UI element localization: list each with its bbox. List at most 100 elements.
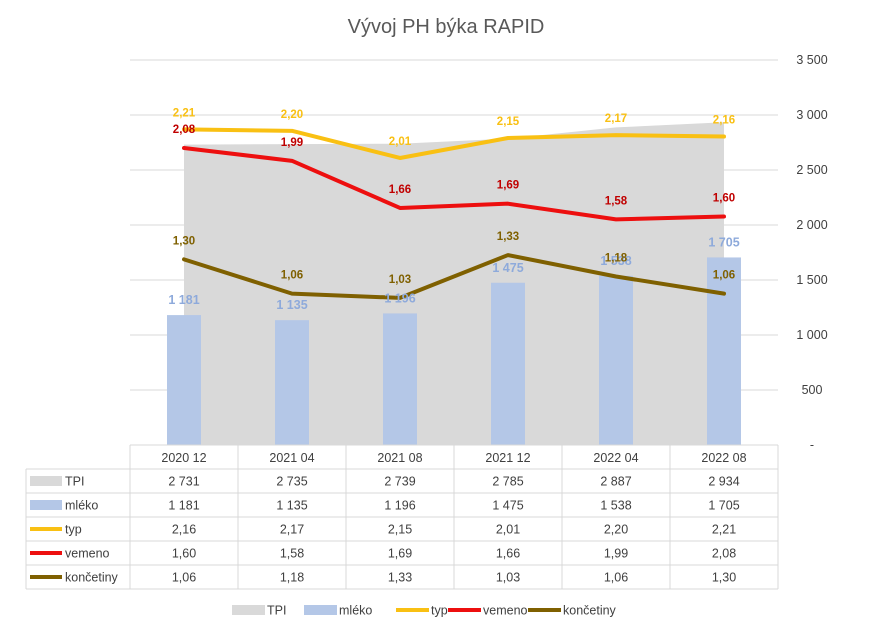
category-label: 2022 08: [701, 451, 746, 465]
končetiny-data-label: 1,03: [389, 274, 411, 286]
tpi-area-shape: [184, 122, 724, 445]
milk-bars: [167, 257, 741, 445]
table-cell: 1 181: [168, 499, 199, 513]
milk-data-label: 1 196: [384, 291, 415, 305]
končetiny-data-label: 1,33: [497, 231, 519, 243]
table-cell: 1,99: [604, 547, 628, 561]
table-cell: 1,03: [496, 571, 520, 585]
table-row-label: končetiny: [65, 571, 119, 585]
table-cell: 2,20: [604, 523, 628, 537]
milk-bar: [275, 320, 309, 445]
table-row-label: TPI: [65, 475, 84, 489]
milk-bar: [167, 315, 201, 445]
končetiny-data-label: 1,06: [713, 270, 735, 282]
table-cell: 2,08: [712, 547, 736, 561]
line-typ: [182, 127, 726, 160]
table-cell: 1,69: [388, 547, 412, 561]
category-label: 2021 12: [485, 451, 530, 465]
table-cell: 1 475: [492, 499, 523, 513]
legend-key-TPI: [232, 605, 265, 615]
data-labels: 1 181 1 135 1 196 1 475 1 538 1 705 2,21 2,20 2,…: [168, 107, 739, 312]
milk-data-label: 1 538: [600, 254, 631, 268]
legend-label: typ: [431, 604, 448, 618]
milk-data-label: 1 181: [168, 293, 199, 307]
vemeno-data-label: 1,60: [713, 193, 735, 205]
typ-data-label: 2,20: [281, 109, 303, 121]
table-row-label: vemeno: [65, 547, 110, 561]
y-tick-label: 3 000: [796, 108, 827, 122]
typ-data-label: 2,01: [389, 136, 412, 148]
vemeno-data-label: 1,69: [497, 180, 519, 192]
category-label: 2021 08: [377, 451, 422, 465]
table-cell: 1,06: [172, 571, 196, 585]
y-tick-label: 2 500: [796, 163, 827, 177]
table-cell: 2,16: [172, 523, 196, 537]
table-cell: 2,17: [280, 523, 304, 537]
chart-title: Vývoj PH býka RAPID: [348, 16, 545, 38]
table-cell: 1 135: [276, 499, 307, 513]
typ-data-label: 2,21: [173, 107, 196, 119]
table-cell: 2,21: [712, 523, 736, 537]
milk-bar: [599, 275, 633, 445]
category-label: 2022 04: [593, 451, 638, 465]
trait-lines: [182, 127, 726, 300]
legend-label: mléko: [339, 604, 372, 618]
line-končetiny: [182, 253, 726, 300]
table-row-label: mléko: [65, 499, 98, 513]
category-label: 2020 12: [161, 451, 206, 465]
y-tick-label: 2 000: [796, 218, 827, 232]
table-cell: 1,60: [172, 547, 196, 561]
table-cell: 2 735: [276, 475, 307, 489]
category-label: 2021 04: [269, 451, 314, 465]
table-cell: 2 934: [708, 475, 739, 489]
končetiny-data-label: 1,18: [605, 252, 628, 264]
legend-label: končetiny: [563, 604, 617, 618]
table-cell: 1,33: [388, 571, 412, 585]
table-cell: 2,01: [496, 523, 520, 537]
legend-label: TPI: [267, 604, 286, 618]
legend-label: vemeno: [483, 604, 528, 618]
table-cell: 1 705: [708, 499, 739, 513]
table-cell: 1,58: [280, 547, 304, 561]
vemeno-data-label: 1,58: [605, 195, 628, 207]
milk-data-label: 1 135: [276, 298, 307, 312]
y-tick-label: 1 500: [796, 273, 827, 287]
line-vemeno: [182, 145, 726, 222]
milk-data-label: 1 475: [492, 261, 523, 275]
y-tick-label: 500: [802, 383, 823, 397]
right-axis: 3 500 3 000 2 500 2 000 1 500 1 000 500 -: [796, 53, 827, 452]
legend: TPI mléko typ vemeno končetiny: [232, 604, 617, 618]
table-cell: 2 731: [168, 475, 199, 489]
table-cell: 1,30: [712, 571, 736, 585]
vemeno-data-label: 2,08: [173, 124, 196, 136]
milk-bar: [491, 282, 525, 445]
končetiny-data-label: 1,30: [173, 235, 195, 247]
table-cell: 1 538: [600, 499, 631, 513]
table-cell: 1,66: [496, 547, 520, 561]
milk-bar: [383, 313, 417, 445]
vemeno-data-label: 1,66: [389, 184, 411, 196]
typ-data-label: 2,15: [497, 116, 520, 128]
data-table: 2020 12 2021 04 2021 08 2021 12 2022 04 2022 …: [25, 444, 779, 590]
table-row-label: typ: [65, 523, 82, 537]
table-cell: 1,18: [280, 571, 304, 585]
legend-key-mléko: [304, 605, 337, 615]
table-key-TPI: [30, 476, 62, 486]
milk-bar: [707, 257, 741, 445]
table-cell: 2 785: [492, 475, 523, 489]
table-key-mléko: [30, 500, 62, 510]
y-tick-label: -: [810, 438, 814, 452]
končetiny-data-label: 1,06: [281, 270, 303, 282]
y-tick-label: 3 500: [796, 53, 827, 67]
table-cell: 2 887: [600, 475, 631, 489]
y-tick-label: 1 000: [796, 328, 827, 342]
milk-data-label: 1 705: [708, 235, 739, 249]
tpi-area: [184, 122, 724, 445]
vemeno-data-label: 1,99: [281, 137, 303, 149]
table-cell: 1,06: [604, 571, 628, 585]
typ-data-label: 2,17: [605, 113, 627, 125]
table-cell: 2,15: [388, 523, 412, 537]
table-cell: 1 196: [384, 499, 415, 513]
table-cell: 2 739: [384, 475, 415, 489]
